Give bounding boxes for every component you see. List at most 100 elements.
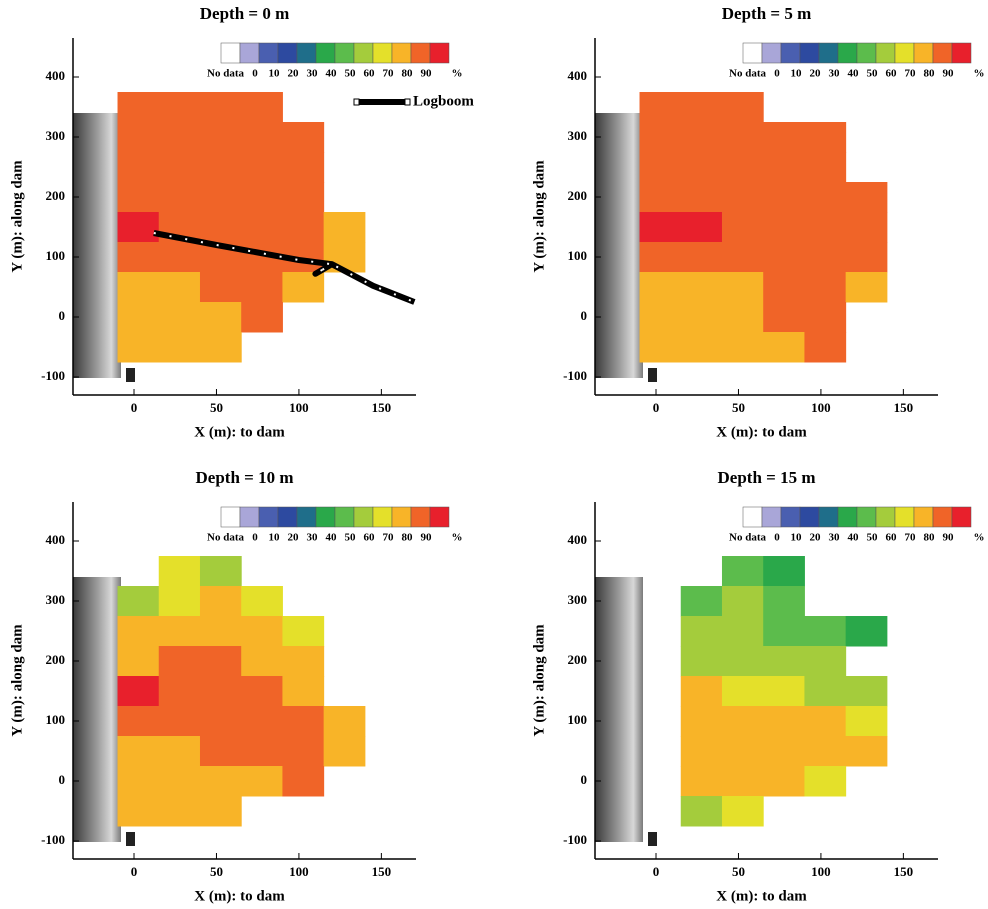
heat-cell	[721, 152, 764, 183]
y-tick-label: -100	[563, 368, 587, 383]
chart-title: Depth = 0 m	[200, 4, 290, 23]
heat-cell	[117, 212, 160, 243]
heat-cell	[763, 152, 805, 183]
heat-cell	[680, 242, 723, 273]
y-tick-label: 200	[46, 652, 66, 667]
heat-cell	[721, 616, 764, 647]
colorbar-swatch	[239, 42, 260, 64]
heat-cell	[199, 302, 242, 333]
heat-cell	[804, 616, 847, 647]
colorbar-swatch	[799, 506, 820, 528]
heat-cell	[680, 616, 723, 647]
chart-title: Depth = 10 m	[196, 468, 294, 487]
dam-image	[73, 577, 121, 842]
heat-cell	[158, 242, 201, 273]
heat-cell	[199, 796, 242, 827]
heat-cell	[117, 302, 160, 333]
heat-cell	[158, 302, 201, 333]
colorbar-label: 80	[924, 532, 936, 544]
heat-cell	[804, 332, 847, 363]
heat-cell	[763, 302, 805, 333]
heat-cell	[680, 332, 723, 363]
heat-cell	[639, 182, 682, 213]
heat-cell	[158, 332, 201, 363]
colorbar-swatch	[391, 42, 412, 64]
colorbar-swatch	[258, 506, 279, 528]
y-tick-label: 400	[568, 68, 588, 83]
heat-cell	[117, 586, 160, 617]
heat-cell	[639, 272, 682, 303]
heat-cell	[721, 302, 764, 333]
colorbar-swatch	[818, 506, 839, 528]
colorbar-swatch	[799, 42, 820, 64]
heat-cell	[721, 766, 764, 797]
y-tick-label: 100	[568, 248, 588, 263]
heat-cell	[763, 212, 805, 243]
heat-cell	[721, 736, 764, 767]
heat-cell	[721, 556, 764, 587]
heat-cell	[763, 272, 805, 303]
heat-cell	[845, 242, 888, 273]
colorbar-label: 70	[905, 532, 917, 544]
x-axis-label: X (m): to dam	[716, 888, 807, 904]
dam-base	[648, 832, 657, 846]
heat-cell	[845, 706, 888, 737]
colorbar-swatch	[315, 42, 336, 64]
x-tick-label: 150	[372, 400, 392, 415]
dam-base	[126, 832, 135, 846]
heat-cell	[680, 122, 723, 153]
colorbar-swatch	[315, 506, 336, 528]
heat-cell	[721, 706, 764, 737]
x-tick-label: 100	[811, 400, 831, 415]
colorbar-label: 30	[829, 68, 841, 80]
x-axis-label: X (m): to dam	[716, 424, 807, 440]
colorbar-label: No data	[207, 532, 244, 544]
heat-cell	[117, 152, 160, 183]
y-axis-label: Y (m): along dam	[9, 624, 25, 737]
x-tick-label: 50	[210, 400, 223, 415]
heat-cell	[199, 92, 242, 123]
legend-end	[353, 98, 360, 106]
y-tick-label: -100	[41, 368, 65, 383]
colorbar-swatch	[296, 506, 317, 528]
heat-cell	[158, 646, 201, 677]
heat-cell	[639, 242, 682, 273]
colorbar-label: 70	[383, 532, 395, 544]
colorbar-label: No data	[729, 68, 766, 80]
colorbar-label: 20	[810, 68, 822, 80]
heat-cell	[158, 586, 201, 617]
colorbar-swatch	[742, 506, 763, 528]
heat-cell	[241, 182, 283, 213]
heat-cell	[721, 332, 764, 363]
y-tick-label: 0	[59, 772, 66, 787]
colorbar-swatch	[372, 506, 393, 528]
colorbar-label: 60	[364, 532, 376, 544]
y-axis-label: Y (m): along dam	[9, 160, 25, 273]
colorbar-swatch	[894, 506, 915, 528]
heat-cell	[763, 616, 805, 647]
colorbar-swatch	[410, 42, 431, 64]
heat-cell	[158, 706, 201, 737]
y-axis-label: Y (m): along dam	[531, 160, 547, 273]
heat-cell	[282, 212, 325, 243]
heat-cell	[117, 122, 160, 153]
heat-cell	[199, 122, 242, 153]
colorbar-swatch	[277, 42, 298, 64]
heat-cell	[763, 676, 805, 707]
y-tick-label: 200	[46, 188, 66, 203]
heat-cell	[158, 122, 201, 153]
colorbar-swatch	[856, 506, 877, 528]
heat-cell	[282, 766, 325, 797]
heat-cell	[199, 586, 242, 617]
heat-cell	[763, 766, 805, 797]
colorbar-label: 10	[269, 68, 281, 80]
heat-cell	[804, 212, 847, 243]
heat-cell	[680, 736, 723, 767]
colorbar-label: 80	[402, 68, 414, 80]
x-tick-label: 100	[811, 864, 831, 879]
heat-cell	[680, 152, 723, 183]
x-tick-label: 50	[732, 864, 745, 879]
colorbar-label: 0	[252, 68, 258, 80]
